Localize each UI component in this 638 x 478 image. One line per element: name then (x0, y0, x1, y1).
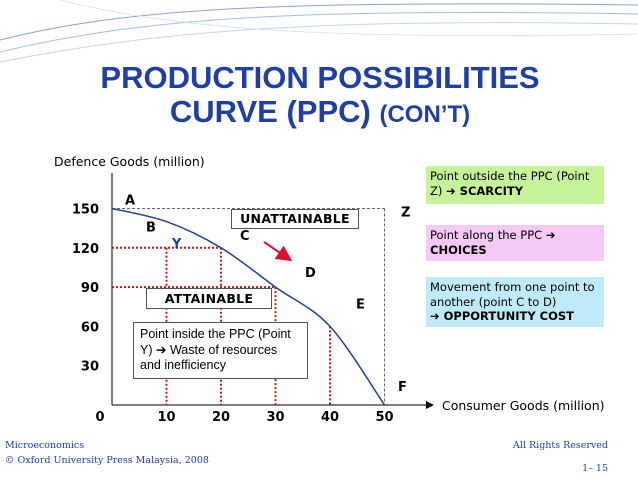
ppc-curve (111, 207, 386, 406)
opportunity-note-text: Movement from one point to another (poin… (430, 280, 595, 309)
y-tick-label: 150 (72, 203, 99, 218)
footer-rights: All Rights Reserved (513, 440, 608, 451)
y-axis-label: Defence Goods (million) (54, 154, 205, 169)
slide-title-line1: PRODUCTION POSSIBILITIES (100, 60, 540, 95)
x-tick-label: 20 (212, 410, 230, 425)
y-tick-label: 60 (81, 320, 99, 335)
choices-note-keyword: CHOICES (430, 242, 487, 257)
arrow-right-icon: ➔ (446, 183, 460, 198)
arrow-right-icon: ➔ (430, 309, 444, 324)
arrow-right-icon: ➔ (545, 228, 556, 242)
y-tick-label: 90 (81, 281, 99, 296)
choices-note: Point along the PPC ➔ CHOICES (426, 225, 604, 261)
x-tick-label: 0 (95, 410, 104, 425)
scarcity-note-text: Point outside the PPC (Point Z) (430, 169, 590, 198)
point-label-c: C (240, 229, 250, 244)
y-tick-label: 30 (81, 360, 99, 375)
x-tick-label: 30 (266, 410, 284, 425)
scarcity-note-keyword: SCARCITY (459, 183, 524, 198)
scarcity-note: Point outside the PPC (Point Z) ➔ SCARCI… (426, 166, 604, 204)
inside-note-rest: Waste of resources and inefficiency (140, 342, 278, 373)
footer-copyright: © Oxford University Press Malaysia, 2008 (5, 455, 209, 466)
point-label-b: B (146, 221, 156, 236)
arrow-right-icon: ➔ (155, 342, 167, 357)
decorative-swoosh (0, 0, 638, 63)
choices-note-text: Point along the PPC (430, 228, 546, 242)
point-label-f: F (398, 380, 407, 395)
guide-lines (112, 246, 331, 405)
x-axis-label: Consumer Goods (million) (442, 398, 605, 413)
inside-ppc-note: Point inside the PPC (Point Y) ➔ Waste o… (133, 322, 308, 379)
x-tick-label: 50 (375, 410, 393, 425)
slide-number: 1– 15 (582, 463, 608, 474)
footer-course: Microeconomics (5, 440, 85, 451)
x-tick-label: 10 (157, 410, 175, 425)
z-point-guides (112, 208, 385, 405)
slide-title-line2: CURVE (PPC) (CON’T) (40, 96, 600, 127)
x-tick-label: 40 (321, 410, 339, 425)
point-label-a: A (125, 194, 135, 209)
attainable-region-label: ATTAINABLE (146, 288, 272, 309)
tick-labels: 0 10 20 30 40 50 30 60 90 120 150 (72, 203, 394, 426)
unattainable-region-label: UNATTAINABLE (231, 209, 359, 229)
point-labels: AB C D E F Y Z (125, 194, 410, 396)
opportunity-note-keyword: OPPORTUNITY COST (443, 309, 574, 324)
opportunity-cost-note: Movement from one point to another (poin… (426, 277, 604, 327)
title-main: CURVE (PPC) (169, 94, 371, 129)
point-label-z: Z (401, 206, 410, 221)
point-label-e: E (356, 297, 365, 312)
point-label-y: Y (171, 237, 182, 252)
title-suffix: (CON’T) (379, 101, 471, 128)
outward-arrow (263, 241, 293, 262)
inside-note-text: Point inside the PPC (Point Y) (140, 327, 291, 357)
point-label-d: D (305, 266, 316, 281)
y-tick-label: 120 (72, 242, 99, 257)
